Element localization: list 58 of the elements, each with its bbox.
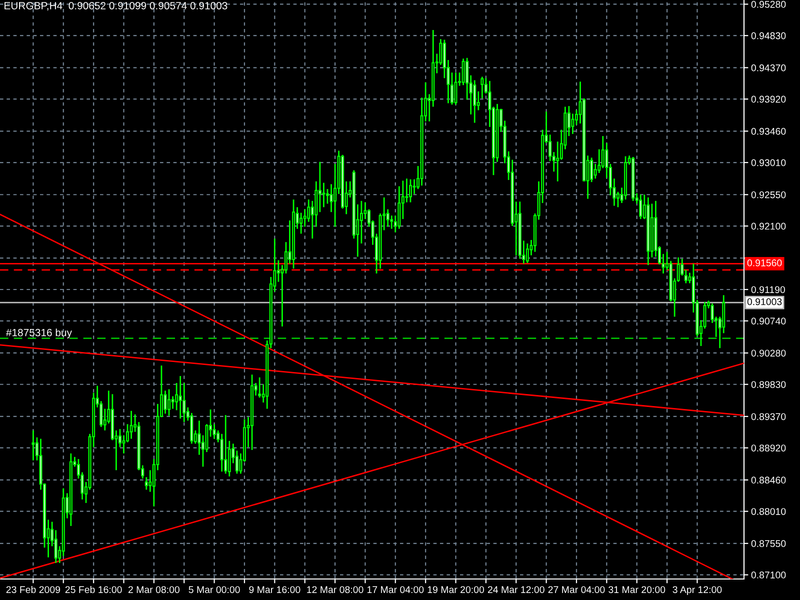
y-tick-label: 0.94370 [751, 64, 786, 72]
y-tick-label: 0.93460 [751, 128, 786, 135]
candlestick [412, 179, 416, 194]
candlestick [198, 420, 201, 455]
candlestick [590, 158, 594, 182]
candlestick [454, 72, 458, 105]
x-tick-label: 12 Mar 08:00 [307, 586, 364, 594]
candlestick [408, 179, 412, 202]
ref-line-label: 0.91560 [747, 259, 782, 266]
x-tick-label: 3 Apr 12:00 [672, 586, 722, 596]
candlestick [639, 194, 642, 220]
candlestick [300, 212, 303, 234]
y-tick-label: 0.93010 [751, 159, 786, 166]
x-tick-label: 19 Mar 20:00 [428, 586, 484, 594]
candlestick [258, 377, 262, 398]
candlestick [171, 396, 174, 409]
candlestick [462, 58, 465, 86]
y-tick-label: 0.91190 [751, 286, 785, 294]
y-tick-label: 0.88010 [751, 508, 786, 515]
x-tick-label: 9 Mar 16:00 [249, 586, 300, 594]
candlestick [130, 410, 133, 439]
x-tick-label: 25 Feb 16:00 [65, 586, 122, 594]
y-tick-label: 0.89370 [751, 413, 786, 420]
x-tick-label: 5 Mar 00:00 [188, 586, 240, 594]
y-tick-label: 0.88920 [751, 444, 786, 452]
candlestick [480, 76, 484, 98]
x-tick-label: 27 Mar 04:00 [548, 586, 605, 594]
y-tick-label: 0.87100 [751, 572, 786, 578]
y-tick-label: 0.87550 [751, 540, 786, 548]
candlestick [168, 389, 171, 416]
y-tick-label: 0.92550 [751, 191, 786, 198]
candlestick [526, 243, 529, 263]
candlestick [571, 114, 574, 134]
y-tick-label: 0.92100 [751, 222, 786, 230]
x-tick-label: 17 Mar 04:00 [367, 586, 424, 594]
candlestick [224, 415, 228, 474]
x-tick-label: 31 Mar 20:00 [608, 586, 666, 594]
x-tick-label: 23 Feb 2009 [6, 586, 60, 594]
candlestick [178, 376, 182, 419]
chart-title: EURGBP,H4 0.90652 0.91099 0.90574 0.91003 [4, 2, 228, 11]
y-tick-label: 0.94830 [751, 32, 786, 40]
y-tick-label: 0.90740 [751, 318, 786, 325]
candlestick [212, 424, 216, 439]
y-tick-label: 0.88460 [751, 476, 786, 484]
ref-line-label: 0.91003 [747, 298, 782, 306]
candlestick [32, 430, 35, 460]
candlestick [122, 435, 126, 454]
y-tick-label: 0.90280 [751, 350, 786, 357]
x-tick-label: 24 Mar 12:00 [488, 586, 544, 594]
candlestick [318, 162, 322, 212]
y-tick-label: 0.93920 [751, 96, 786, 103]
candlestick [405, 178, 408, 202]
candlestick [322, 182, 326, 208]
ref-line-label: #1875316 buy [6, 328, 72, 338]
x-tick-label: 2 Mar 08:00 [128, 586, 180, 594]
y-tick-label: 0.89830 [751, 381, 786, 388]
y-tick-label: 0.95280 [751, 0, 786, 8]
candlestick [144, 477, 148, 490]
